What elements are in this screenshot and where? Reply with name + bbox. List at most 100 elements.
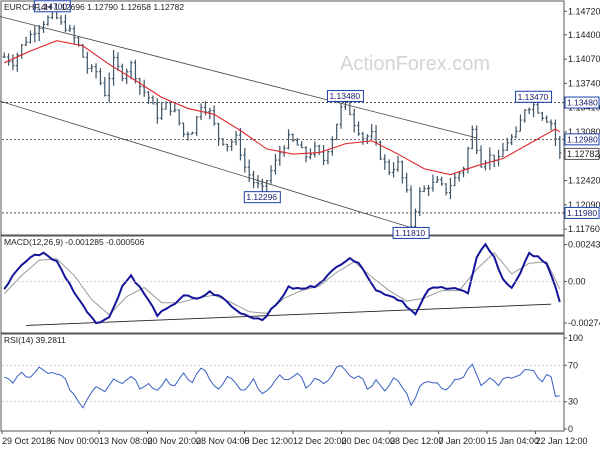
price-bar [558, 135, 562, 159]
price-bar [514, 126, 518, 139]
price-bar [94, 63, 98, 79]
price-bar [217, 122, 221, 146]
y-tick-label: 100 [568, 333, 583, 343]
x-tick-label: 29 Oct 2018 [2, 436, 51, 446]
price-bar [378, 140, 382, 161]
channel-lower-line [0, 100, 412, 229]
price-bar [540, 111, 544, 121]
price-bar [523, 109, 527, 123]
price-bar [444, 183, 448, 196]
rsi-y-axis: 100 70 30 0 [564, 333, 583, 434]
price-bar [221, 138, 225, 146]
macd-signal-line [3, 251, 561, 316]
price-bar [190, 131, 194, 135]
y-tick-label: 0 [568, 424, 573, 434]
price-bar [501, 142, 505, 158]
x-tick-label: 5 Dec 12:00 [245, 436, 294, 446]
x-tick-label: 7 Jan 20:00 [439, 436, 486, 446]
x-tick-label: 6 Nov 00:00 [51, 436, 100, 446]
level-tag-label: 1.11980 [567, 208, 597, 218]
price-bar [435, 176, 439, 183]
price-bar [7, 53, 11, 66]
price-bar [63, 14, 67, 33]
price-bar [374, 125, 378, 146]
macd-plot [2, 242, 564, 326]
price-panel [0, 0, 565, 236]
price-annotation: 1.12296 [243, 191, 281, 204]
price-bar [256, 175, 260, 189]
price-bar [260, 178, 264, 193]
macd-y-axis: 0.002436 0.00 -0.002742 [564, 240, 600, 328]
x-tick-label: 13 Nov 08:00 [99, 436, 153, 446]
price-bar [457, 171, 461, 182]
macd-line [3, 242, 561, 325]
price-bar [536, 101, 540, 114]
price-bar [24, 36, 28, 47]
rsi-line [4, 363, 560, 409]
moving-average-line [3, 40, 561, 176]
price-bar [278, 145, 282, 166]
price-bar [291, 133, 295, 142]
price-bar [440, 176, 444, 186]
y-tick-label: 1.14070 [568, 54, 600, 64]
price-title: EURCHF,4H 1.12696 1.12790 1.12658 1.1278… [4, 2, 184, 12]
price-bar [549, 119, 553, 131]
level-tag: 1.12980 [564, 133, 600, 146]
price-bar [448, 177, 452, 200]
price-annotation: 1.11810 [392, 226, 430, 239]
price-bar [418, 187, 422, 217]
price-bar [98, 68, 102, 86]
price-bar [352, 108, 356, 133]
price-bar [273, 153, 277, 175]
price-bar [553, 119, 557, 147]
channel-upper-line [0, 16, 477, 139]
x-tick-label: 15 Jan 04:00 [487, 436, 539, 446]
price-bar [90, 64, 94, 73]
price-bar [330, 136, 334, 156]
price-bar [28, 30, 32, 44]
price-bar [238, 127, 242, 161]
price-bar [177, 109, 181, 126]
price-bar [155, 98, 159, 124]
price-bar [160, 102, 164, 120]
macd-panel [0, 235, 565, 334]
price-bar [370, 123, 374, 140]
y-tick-label: 30 [568, 397, 578, 407]
x-tick-label: 12 Dec 20:00 [293, 436, 347, 446]
price-annotation: 1.13480 [326, 90, 364, 103]
price-bar [308, 148, 312, 160]
price-bar [151, 95, 155, 105]
price-bar [186, 131, 190, 141]
price-bar [46, 15, 50, 26]
price-plot: 1.14700 1.13480 1.12296 1.11810 1.13470 [0, 0, 564, 239]
price-annotation-label: 1.13480 [329, 91, 360, 101]
price-bar [212, 105, 216, 126]
price-bar [313, 141, 317, 158]
price-bar [112, 49, 116, 86]
price-bar [527, 107, 531, 115]
price-bar [409, 185, 413, 232]
y-tick-label: -0.002742 [568, 318, 600, 328]
x-tick-label: 28 Dec 12:00 [390, 436, 444, 446]
price-bar [147, 91, 151, 105]
x-tick-label: 20 Nov 20:00 [148, 436, 202, 446]
y-tick-label: 1.12420 [568, 176, 600, 186]
price-bar [203, 101, 207, 116]
price-annotation-label: 1.12296 [246, 192, 277, 202]
price-bar [400, 160, 404, 184]
y-tick-label: 1.14400 [568, 30, 600, 40]
y-tick-label: 1.13080 [568, 127, 600, 137]
price-bar [383, 154, 387, 170]
rsi-plot [2, 363, 564, 409]
price-bar [295, 137, 299, 146]
x-tick-label: 20 Dec 04:00 [342, 436, 396, 446]
current-price-tag: 1.12782 [564, 147, 600, 160]
price-bar [431, 174, 435, 192]
price-bar [392, 162, 396, 178]
price-bar [505, 137, 509, 151]
price-bar [545, 115, 549, 123]
price-bar [361, 131, 365, 145]
price-bar [287, 129, 291, 150]
price-bar [116, 52, 120, 71]
